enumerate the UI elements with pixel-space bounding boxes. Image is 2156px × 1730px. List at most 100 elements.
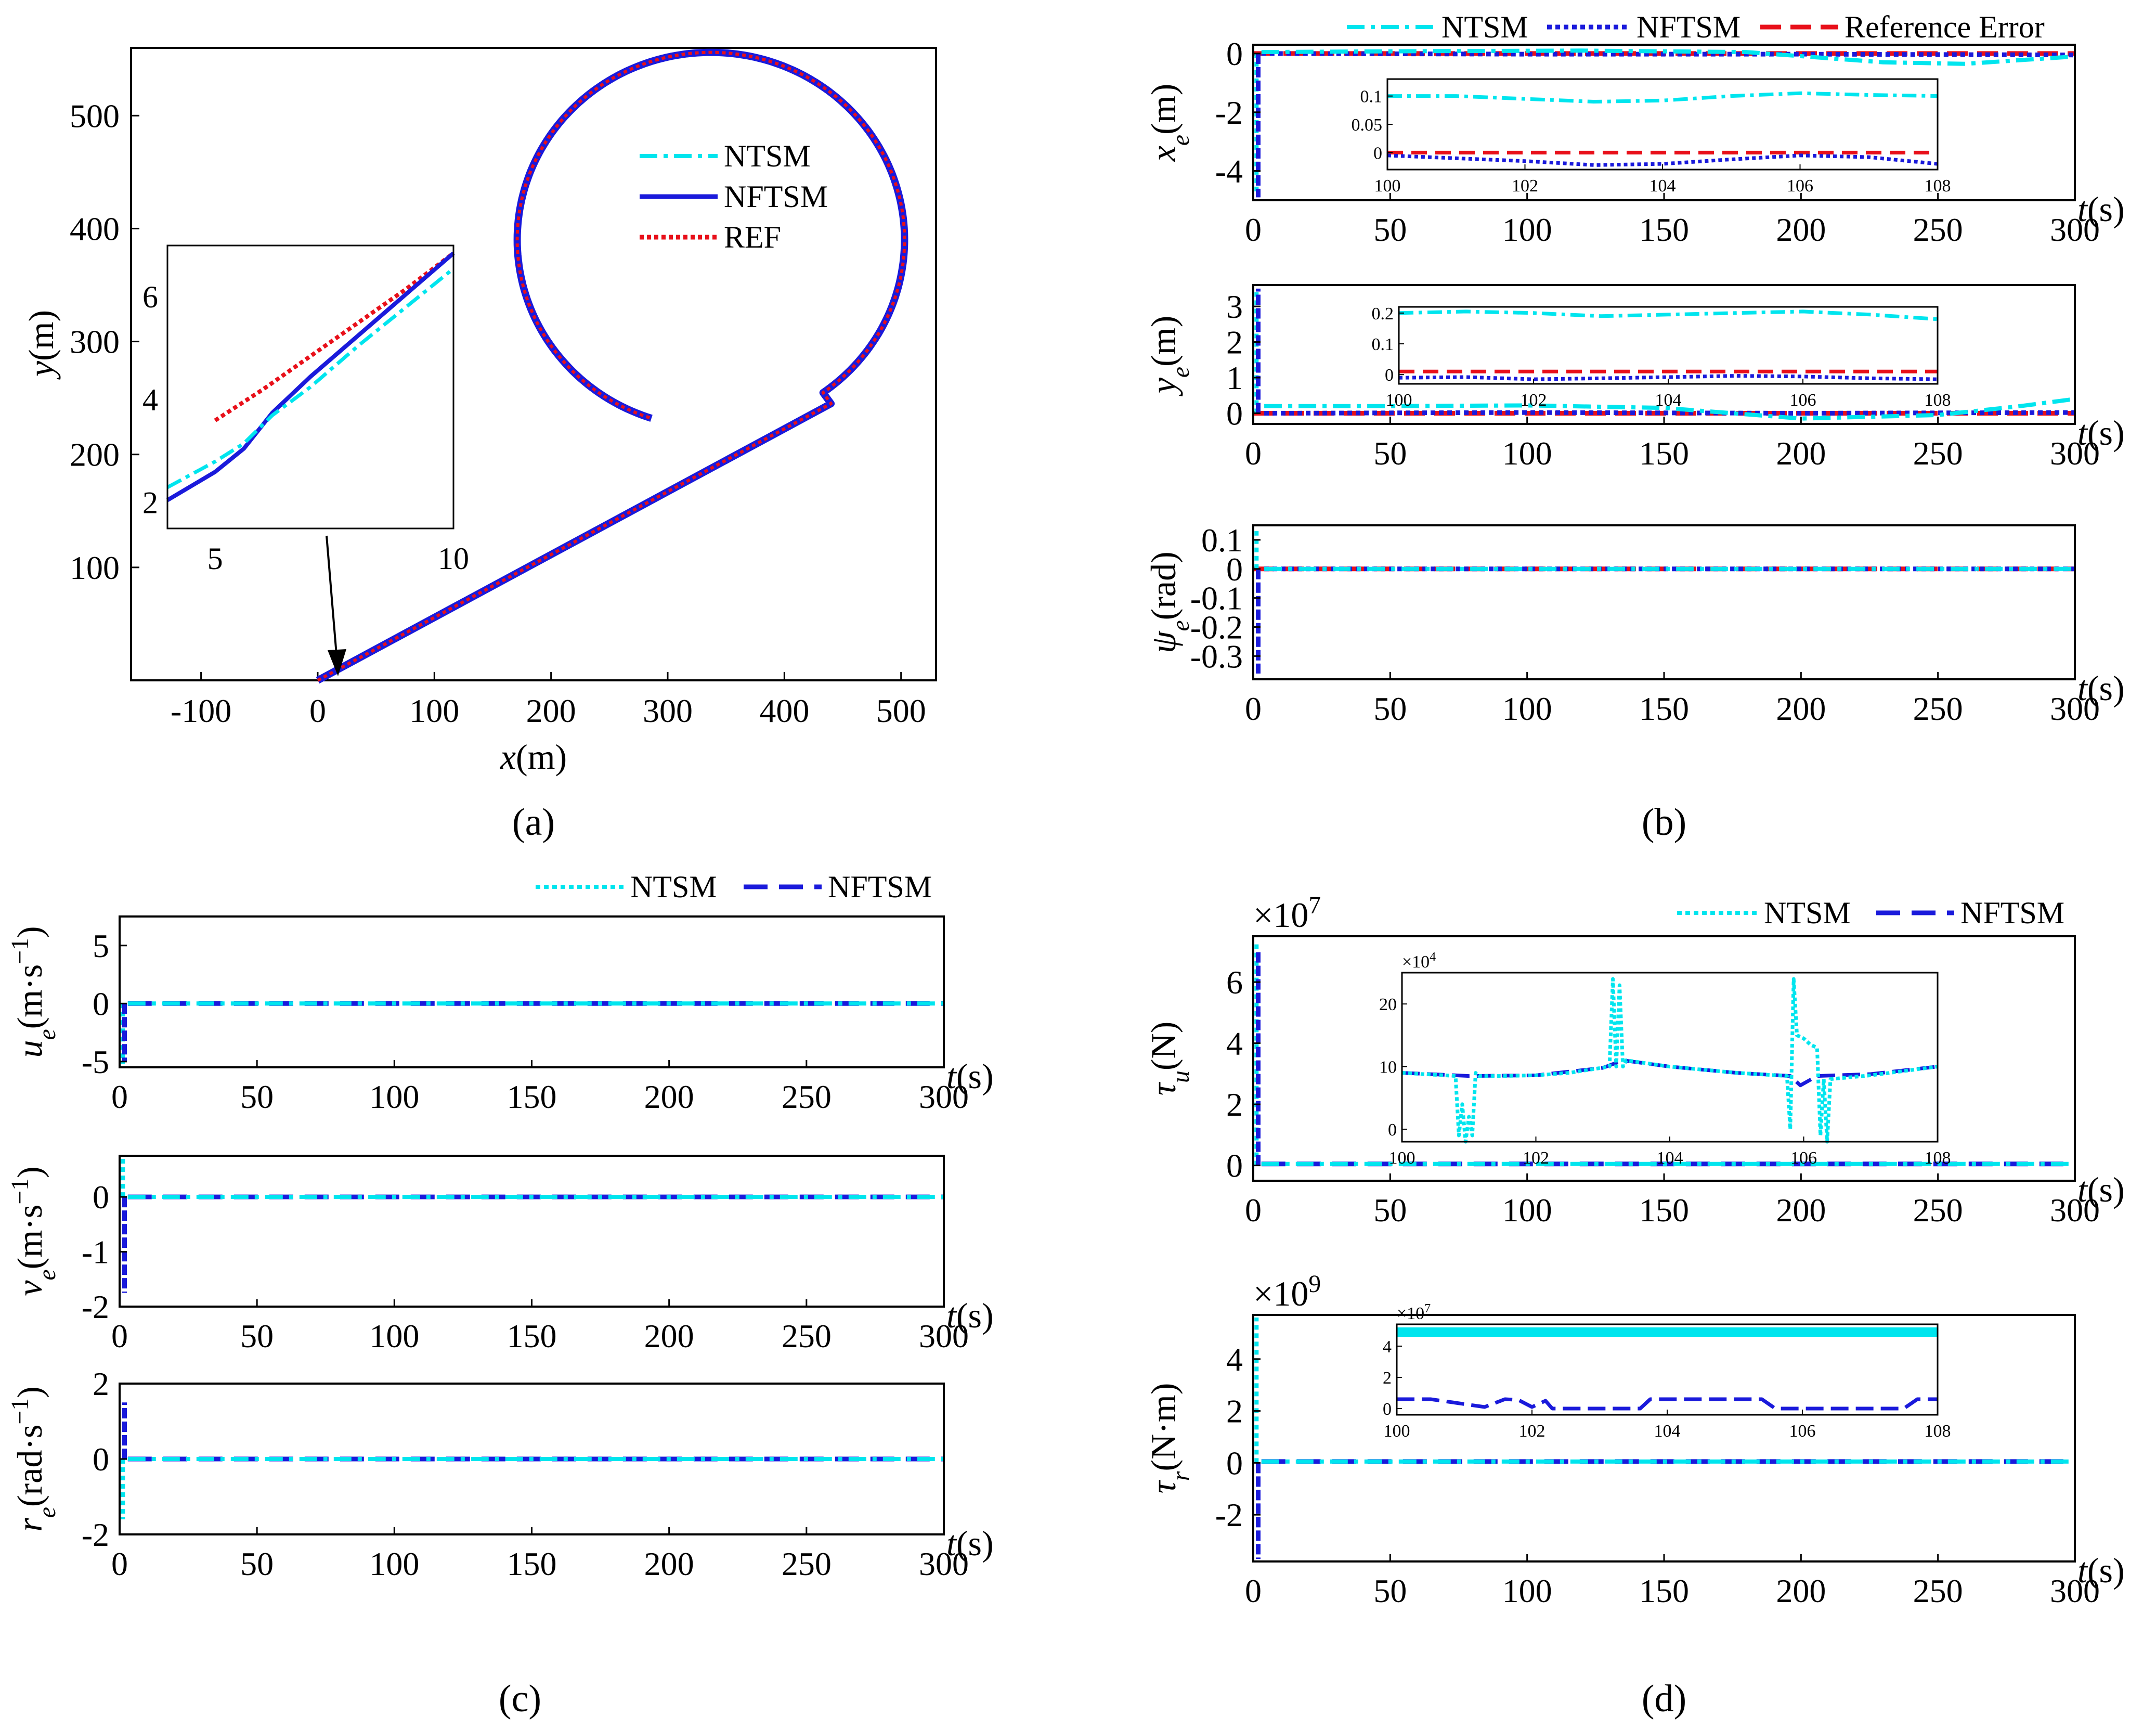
- panel-a-inset-box: [166, 244, 454, 530]
- panel-d-ytick-label: 0: [1226, 1444, 1243, 1481]
- panel-a-inset-xtick-label: 5: [207, 541, 223, 576]
- panel-b-inset: 100 102 104 106 108 0.1 0.05 0: [1352, 78, 1951, 196]
- panel-b-xtick-label: 0: [1245, 435, 1262, 472]
- panel-d-xtick-label: 300: [2050, 1572, 2100, 1609]
- panel-a-inset-ytick-label: 4: [142, 383, 158, 417]
- panel-a-xtick-label: 0: [309, 692, 326, 729]
- panel-c-xtick-label: 200: [644, 1078, 694, 1115]
- panel-b-xlabel: t(s): [2077, 668, 2125, 708]
- panel-b-xtick-label: 250: [1913, 435, 1963, 472]
- panel-d-exponent: ×107: [1253, 892, 1321, 935]
- panel-d-ytick-label: 2: [1226, 1393, 1243, 1430]
- panel-d-inset-bg: [1402, 973, 1938, 1142]
- panel-c-ylabel: ue(m·s−1): [7, 926, 61, 1057]
- panel-d-inset-xtick-label: 108: [1925, 1422, 1951, 1441]
- panel-d-inset-xtick-label: 104: [1654, 1422, 1681, 1441]
- panel-b-nftsm-series: [1264, 410, 2075, 416]
- panel-d-xtick-label: 0: [1245, 1192, 1262, 1229]
- panel-d-inset-xtick-label: 102: [1519, 1422, 1545, 1441]
- panel-b-inset-ytick-label: 0.2: [1372, 304, 1394, 324]
- panel-b-ytick-label: -0.2: [1190, 609, 1243, 645]
- panel-a-axes-box: [130, 47, 937, 681]
- panel-d-ytick-label: 4: [1226, 1341, 1243, 1378]
- legend-ntsm-label: NTSM: [724, 139, 811, 173]
- panel-c-ytick-label: -5: [82, 1043, 109, 1080]
- panel-b-inset-nftsm: [1398, 374, 1938, 381]
- panel-b-xtick-label: 200: [1776, 690, 1826, 727]
- panel-c-axes-box: [119, 915, 945, 1068]
- panel-d-inset-exponent: ×107: [1397, 1302, 1431, 1323]
- panel-d-legend: NTSM NFTSM: [1677, 896, 2064, 930]
- panel-b-inset-xtick-label: 102: [1512, 176, 1538, 196]
- panel-a: -100 0 100 200 300 400 500 100 200 300 400 500 x(m) y…: [21, 47, 937, 844]
- panel-b-ylabel: ψe(rad): [1144, 551, 1194, 653]
- panel-b-inset-xtick-label: 108: [1925, 391, 1951, 410]
- panel-b-xtick-label: 100: [1502, 690, 1552, 727]
- panel-c-axes-box: [119, 1155, 945, 1308]
- panel-c-ytick-label: 0: [93, 1441, 109, 1478]
- panel-b-inset-xtick-label: 104: [1650, 176, 1676, 196]
- panel-b-xlabel: t(s): [2077, 413, 2125, 453]
- panel-d-ylabel: τr(N·m): [1144, 1383, 1194, 1494]
- panel-b-xtick-label: 300: [2050, 435, 2100, 472]
- panel-b-inset-xtick-label: 104: [1655, 391, 1682, 410]
- panel-b-ytick-label: 0: [1226, 395, 1243, 432]
- panel-b-subplot-3: 0 50 100 150 200 250 3000.10-0.1-0.2-0.3t(s)ψe…: [1144, 522, 2125, 727]
- panel-b-ylabel: xe(m): [1144, 84, 1194, 162]
- panel-a-ylabel: y(m): [21, 310, 61, 380]
- panel-c-xtick-label: 0: [111, 1078, 128, 1115]
- panel-d-ytick-label: 4: [1226, 1025, 1243, 1062]
- panel-d-inset-ntsm: [1401, 977, 1938, 1144]
- panel-b-nftsm-series: [1261, 51, 2075, 58]
- panel-b-caption: (b): [1642, 801, 1686, 844]
- panel-b-inset-xtick-label: 106: [1790, 391, 1816, 410]
- panel-d-xtick-label: 200: [1776, 1192, 1826, 1229]
- panel-d-inset-xtick-label: 100: [1384, 1422, 1410, 1441]
- panel-c-xtick-label: 250: [782, 1318, 832, 1354]
- panel-d-ylabel: τu(N): [1144, 1022, 1194, 1096]
- panel-d-xlabel: t(s): [2077, 1551, 2125, 1590]
- panel-c-ytick-label: -1: [82, 1234, 109, 1271]
- panel-d-ytick-label: 2: [1226, 1086, 1243, 1123]
- panel-c-xtick-label: 50: [240, 1545, 274, 1582]
- panel-b-inset: 100 102 104 106 108 0.2 0.1 0: [1372, 304, 1951, 410]
- panel-b-ntsm-series: [1261, 48, 2075, 66]
- legend-ref-label: REF: [724, 220, 781, 254]
- panel-a-ytick-label: 500: [70, 97, 120, 134]
- panel-c-xtick-label: 0: [111, 1318, 128, 1354]
- panel-c-xtick-label: 200: [644, 1318, 694, 1354]
- panel-b-xtick-label: 50: [1373, 211, 1407, 248]
- panel-a-ytick-label: 300: [70, 324, 120, 360]
- panel-b-xtick-label: 150: [1639, 690, 1689, 727]
- panel-c-ytick-label: -2: [82, 1288, 109, 1325]
- legend-b-ref-label: Reference Error: [1845, 10, 2045, 44]
- panel-d-xtick-label: 150: [1639, 1572, 1689, 1609]
- panel-c-ytick-label: 5: [93, 927, 109, 964]
- panel-c-xtick-label: 250: [782, 1078, 832, 1115]
- panel-d-inset-ytick-label: 2: [1383, 1368, 1392, 1388]
- panel-b-ytick-label: -4: [1215, 153, 1243, 190]
- legend-c-nftsm-label: NFTSM: [828, 870, 932, 904]
- panel-c-ylabel: ve(m·s−1): [7, 1166, 61, 1296]
- panel-b-inset-ntsm: [1398, 309, 1938, 321]
- panel-a-inset-ytick-label: 2: [142, 486, 158, 520]
- panel-c-ytick-label: 2: [93, 1365, 109, 1402]
- legend-d-ntsm-label: NTSM: [1764, 896, 1851, 930]
- panel-d-xtick-label: 100: [1502, 1572, 1552, 1609]
- panel-d-inset-xtick-label: 100: [1389, 1148, 1415, 1168]
- panel-c-legend: NTSM NFTSM: [536, 870, 932, 904]
- panel-d-inset-xtick-label: 106: [1790, 1148, 1817, 1168]
- panel-a-xtick-label: 100: [409, 692, 459, 729]
- panel-c-ytick-label: 0: [93, 1179, 109, 1216]
- panel-d-inset-ytick-label: 10: [1379, 1058, 1397, 1077]
- panel-b-inset-xtick-label: 102: [1521, 391, 1547, 410]
- panel-d-caption: (d): [1642, 1677, 1686, 1720]
- panel-c-xlabel: t(s): [946, 1524, 994, 1563]
- panel-d-ytick-label: 6: [1226, 964, 1243, 1001]
